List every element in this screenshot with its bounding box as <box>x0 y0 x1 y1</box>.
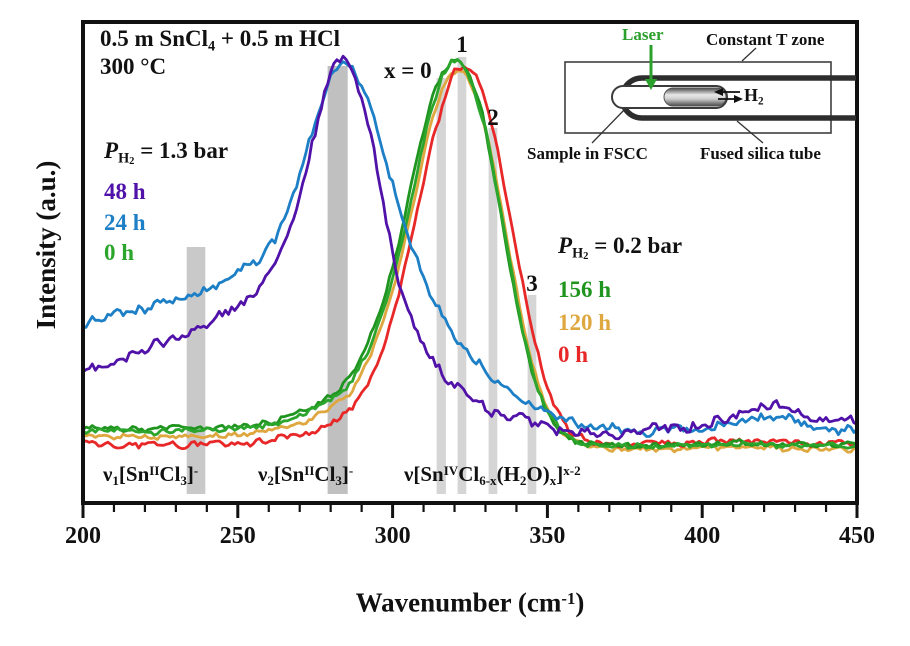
band-x=0-band <box>436 78 446 494</box>
laser-arrow-icon <box>645 45 657 90</box>
h2-exchange-arrows-icon <box>714 88 743 103</box>
band-nu2-SnCl3-band <box>327 66 348 494</box>
assignment-nu2-label: ν2[SnIICl3]- <box>258 461 354 488</box>
x-tick-label: 200 <box>65 523 101 549</box>
sample-leader-line <box>591 107 627 144</box>
x-axis-label: Wavenumber (cm-1) <box>355 587 585 618</box>
figure-title: 0.5 m SnCl4 + 0.5 m HCl <box>100 26 341 55</box>
plot-frame <box>81 20 859 505</box>
legend-02bar-items: 156 h 120 h 0 h <box>558 274 611 372</box>
legend-13bar-header: PH2 = 1.3 bar <box>104 138 229 167</box>
band-nu1-SnCl3-band <box>186 247 206 494</box>
constant-t-zone-box <box>564 61 832 134</box>
x-tick-label: 250 <box>219 523 256 549</box>
peak-marker-3: 3 <box>526 271 538 296</box>
spectrum-curve-0-h-P_H2-1-3-bar <box>85 58 855 450</box>
legend-item-48h: 48 h <box>104 179 146 204</box>
legend-02bar-header: PH2 = 0.2 bar <box>558 233 683 262</box>
apparatus-inset-diagram <box>564 45 856 144</box>
x-tick-label: 350 <box>529 523 566 549</box>
spectra-curves <box>85 54 855 454</box>
legend-item-0h: 0 h <box>104 240 135 265</box>
constant-t-zone-label: Constant T zone <box>706 30 825 49</box>
legend-item-24h: 24 h <box>104 209 146 235</box>
legend-13bar-items: 48 h 24 h 0 h <box>104 177 146 269</box>
laser-label: Laser <box>622 25 664 44</box>
legend-item-0h: 0 h <box>558 342 589 367</box>
fused-silica-tube-label: Fused silica tube <box>700 144 821 163</box>
peak-marker-x0: x = 0 <box>384 58 432 83</box>
sample-in-fscc-label: Sample in FSCC <box>527 144 648 163</box>
temperature-label: 300 °C <box>100 54 167 79</box>
legend-item-120h: 120 h <box>558 309 612 335</box>
peak-marker-1: 1 <box>456 32 468 57</box>
constant-t-leader-line <box>741 47 757 62</box>
x-tick-label: 400 <box>684 523 721 549</box>
y-axis-label: Intensity (a.u.) <box>31 160 61 330</box>
spectrum-curve-48-h-P_H2-1-3-bar <box>85 54 855 441</box>
spectrum-curve-0-h-P_H2-0-2-bar <box>85 65 855 451</box>
sample-cylinder <box>663 87 727 107</box>
band-x=2-band <box>488 128 498 494</box>
x-tick-label: 300 <box>374 523 411 549</box>
tube-leader-line <box>736 120 764 144</box>
x-axis-ticks <box>81 505 859 518</box>
assignment-nu-sniv-label: ν[SnIVCl6-x(H2O)x]x-2 <box>404 461 581 488</box>
legend-item-156h: 156 h <box>558 277 612 302</box>
band-x=3-band <box>527 295 537 494</box>
assignment-nu1-label: ν1[SnIICl3]- <box>103 461 199 488</box>
peak-marker-2: 2 <box>487 105 499 130</box>
h2-label: H2 <box>744 85 764 108</box>
x-tick-label: 450 <box>839 523 875 549</box>
band-x=1-band <box>457 57 467 494</box>
